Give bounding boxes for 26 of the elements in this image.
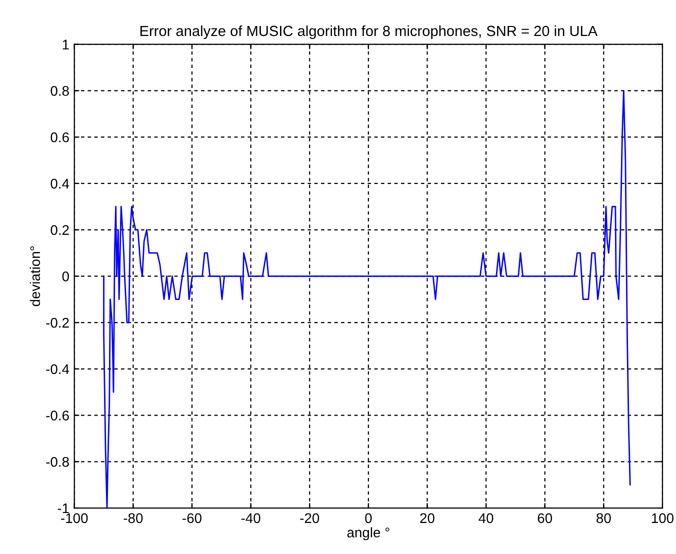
x-tick-label: -20 — [300, 513, 320, 524]
y-tick-label: 0.6 — [50, 132, 69, 142]
x-tick-label: 20 — [420, 513, 434, 524]
y-tick-label: -0.8 — [46, 456, 69, 467]
x-tick-label: 0 — [365, 513, 372, 524]
x-tick-label: -40 — [241, 513, 260, 524]
y-tick-label: -1 — [58, 503, 69, 514]
x-tick-label: -80 — [124, 513, 143, 524]
x-tick-label: 60 — [538, 513, 552, 524]
y-tick-label: 0.2 — [50, 225, 69, 235]
y-tick-label: -0.2 — [46, 318, 69, 328]
y-axis-title: deviation° — [30, 246, 40, 306]
y-tick-label: -0.6 — [46, 410, 69, 420]
y-tick-label: 1 — [62, 40, 69, 50]
chart-title: Error analyze of MUSIC algorithm for 8 microphones, SNR = 20 in ULA — [140, 25, 598, 40]
x-axis-title: angle ° — [347, 527, 390, 540]
y-tick-label: 0 — [62, 272, 69, 282]
y-tick-label: -0.4 — [46, 364, 70, 374]
x-tick-label: 80 — [596, 513, 611, 524]
x-tick-label: -60 — [182, 513, 202, 524]
line-series — [103, 90, 631, 508]
x-tick-label: -100 — [61, 513, 88, 524]
y-tick-label: 0.8 — [50, 86, 69, 96]
x-tick-label: 40 — [478, 513, 494, 524]
x-tick-label: 100 — [652, 513, 674, 524]
y-tick-label: 0.4 — [50, 178, 70, 189]
